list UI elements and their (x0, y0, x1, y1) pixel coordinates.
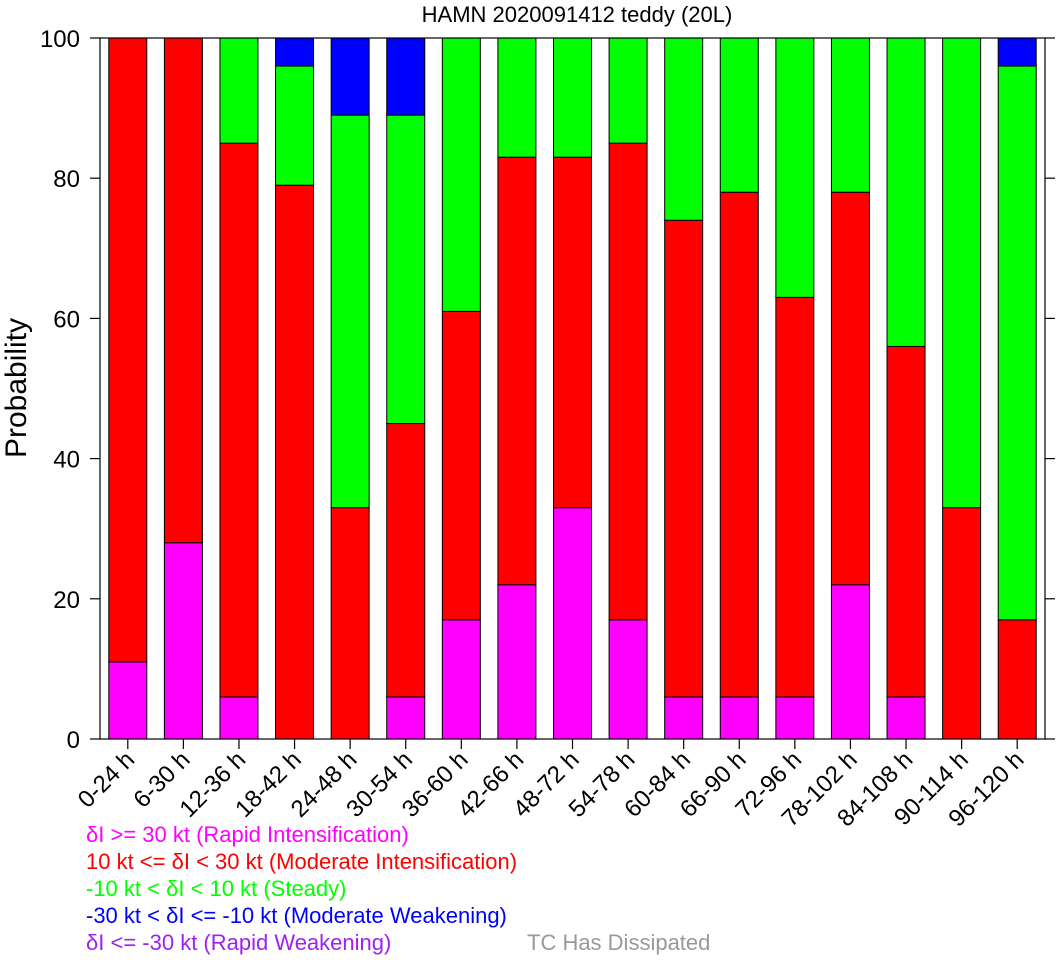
bar-segment-11-series-3 (664, 37, 704, 221)
bar-segment-16-series-3 (942, 37, 982, 509)
bar-segment-6-series-4 (386, 37, 426, 116)
bar-segment-6-series-2 (386, 423, 426, 698)
y-tick-label: 80 (53, 166, 80, 193)
bar-segment-15-series-2 (886, 345, 926, 698)
bar-segment-3-series-3 (219, 37, 259, 144)
bar-segment-3-series-1 (219, 696, 259, 740)
bar-segment-17-series-4 (997, 37, 1037, 67)
bar-segment-9-series-3 (553, 37, 592, 158)
y-tick-label: 60 (53, 306, 80, 333)
bar-segment-8-series-3 (497, 37, 537, 158)
bar-segment-9-series-2 (553, 156, 592, 509)
bar-segment-1-series-1 (108, 661, 148, 740)
bar-segment-5-series-2 (330, 507, 370, 740)
y-tick-label: 40 (53, 447, 80, 474)
bar-segment-12-series-3 (719, 37, 759, 193)
bar-segment-4-series-2 (275, 184, 315, 740)
bar-segment-8-series-2 (497, 156, 537, 586)
y-tick-label: 100 (40, 26, 80, 53)
bar-segment-12-series-1 (719, 696, 759, 740)
legend-entry-2: 10 kt <= δI < 30 kt (Moderate Intensific… (86, 849, 517, 874)
bar-segment-14-series-3 (830, 37, 870, 193)
bar-segment-7-series-1 (441, 619, 481, 740)
bar-segment-10-series-1 (608, 619, 648, 740)
bar-segment-15-series-3 (886, 37, 926, 347)
legend-entry-dissipated: TC Has Dissipated (527, 930, 710, 955)
bar-segment-17-series-2 (997, 619, 1037, 740)
x-tick-label: 0-24 h (73, 746, 140, 813)
bar-segment-4-series-4 (275, 37, 315, 67)
bar-segment-16-series-2 (942, 507, 982, 740)
bar-segment-3-series-2 (219, 142, 259, 698)
bar-segment-5-series-3 (330, 114, 370, 509)
bar-segment-13-series-1 (775, 696, 815, 740)
bar-segment-10-series-2 (608, 142, 648, 621)
bar-segment-14-series-2 (830, 191, 870, 586)
legend-entry-3: -10 kt < δI < 10 kt (Steady) (86, 876, 346, 901)
bar-segment-14-series-1 (830, 584, 870, 740)
legend-entry-1: δI >= 30 kt (Rapid Intensification) (86, 822, 409, 847)
legend-entry-4: -30 kt < δI <= -10 kt (Moderate Weakenin… (86, 903, 507, 928)
bar-segment-6-series-1 (386, 696, 426, 740)
bar-segment-2-series-2 (163, 37, 203, 544)
legend-group: δI >= 30 kt (Rapid Intensification)10 kt… (86, 822, 710, 955)
bar-segment-1-series-2 (108, 37, 148, 663)
bar-segment-11-series-1 (664, 696, 704, 740)
bar-segment-8-series-1 (497, 584, 537, 740)
bar-segment-15-series-1 (886, 696, 926, 740)
chart-title: HAMN 2020091412 teddy (20L) (422, 2, 733, 27)
bar-segment-13-series-3 (775, 37, 815, 298)
bar-segment-13-series-2 (775, 296, 815, 698)
bar-segment-2-series-1 (163, 542, 203, 740)
bars-group (108, 37, 1037, 740)
y-tick-label: 0 (67, 727, 80, 754)
bar-segment-9-series-1 (553, 507, 592, 740)
bar-segment-4-series-3 (275, 65, 315, 186)
bar-segment-11-series-2 (664, 219, 704, 698)
bar-segment-7-series-2 (441, 310, 481, 621)
bar-segment-17-series-3 (997, 65, 1037, 621)
legend-entry-5: δI <= -30 kt (Rapid Weakening) (86, 930, 391, 955)
bar-segment-5-series-4 (330, 37, 370, 116)
bar-segment-10-series-3 (608, 37, 648, 144)
y-tick-label: 20 (53, 587, 80, 614)
bar-segment-6-series-3 (386, 114, 426, 425)
y-axis-label: Probability (0, 318, 33, 458)
bar-segment-12-series-2 (719, 191, 759, 698)
bar-segment-7-series-3 (441, 37, 481, 312)
